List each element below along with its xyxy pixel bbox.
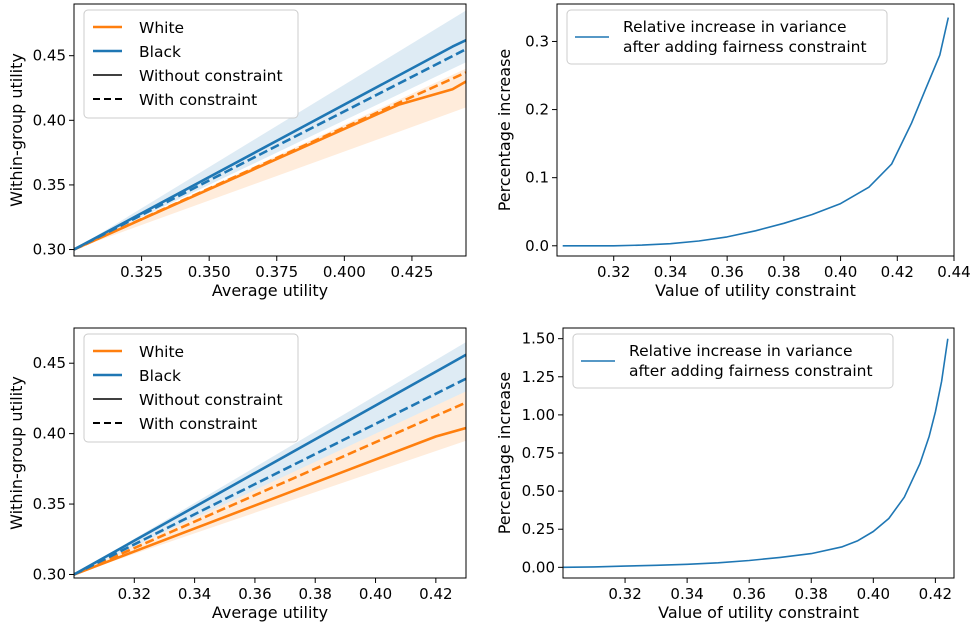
legend-box [83, 9, 299, 119]
axes-frame [556, 3, 955, 257]
x-tick-label: 0.40 [824, 263, 857, 281]
y-tick-label: 0.40 [33, 111, 66, 129]
x-tick-label: 0.36 [710, 263, 743, 281]
legend-label: With constraint [139, 91, 257, 109]
x-tick-label: 0.375 [255, 263, 298, 281]
y-tick-label: 0.2 [525, 101, 549, 119]
series-line-white-without [74, 426, 466, 576]
x-tick-label: 0.38 [767, 263, 800, 281]
panels: 0.325 0.350 0.375 0.400 0.425 0.30 0.35 0.40 0.4… [7, 3, 971, 622]
x-tick-label: 0.42 [919, 585, 952, 603]
plot-area [562, 17, 950, 247]
x-tick-label: 0.400 [323, 263, 366, 281]
x-tick-label: 0.34 [654, 263, 687, 281]
y-axis-label: Percentage increase [495, 49, 514, 212]
y-tick-label: 0.1 [525, 169, 549, 187]
series-line-white-with [74, 71, 466, 251]
x-tick-label: 0.42 [881, 263, 914, 281]
legend-label: White [139, 343, 184, 361]
axes-frame [73, 3, 467, 257]
legend-box [83, 333, 299, 443]
x-tick-label: 0.42 [419, 585, 452, 603]
legend-label: With constraint [139, 415, 257, 433]
series-line-black-without [74, 39, 466, 251]
x-tick-label: 0.32 [118, 585, 151, 603]
legend-label: Black [139, 367, 181, 385]
y-tick-label: 0.25 [522, 520, 555, 538]
y-tick-label: 0.30 [33, 565, 66, 583]
legend-label-line-1: Relative increase in variance [629, 342, 852, 360]
series-line-black-with [74, 48, 466, 251]
y-tick-label: 0.35 [33, 495, 66, 513]
y-tick-label: 1.25 [522, 368, 555, 386]
x-tick-label: 0.425 [390, 263, 433, 281]
x-axis-label: Value of utility constraint [655, 281, 856, 300]
chart-panel-bottom-right: 0.32 0.34 0.36 0.38 0.40 0.42 0.00 0.25 0.50 0.75… [495, 327, 955, 622]
plot-area [563, 338, 949, 569]
chart-panel-bottom-left: 0.32 0.34 0.36 0.38 0.40 0.42 0.30 0.35 0.40 0.45… [7, 327, 467, 622]
x-tick-label: 0.34 [670, 585, 703, 603]
legend-label-line-2: after adding fairness constraint [623, 38, 867, 56]
x-tick-label: 0.38 [795, 585, 828, 603]
legend: White Black Without constraint With constra… [83, 9, 299, 119]
legend-label: Black [139, 43, 181, 61]
x-tick-label: 0.34 [178, 585, 211, 603]
x-axis-label: Average utility [212, 281, 328, 300]
band-black [74, 10, 466, 250]
x-tick-label: 0.350 [188, 263, 231, 281]
plot-area [74, 10, 466, 251]
series-line-black-without [74, 353, 466, 576]
legend-box [572, 333, 894, 389]
legend-label: Without constraint [139, 67, 283, 85]
x-tick-label: 0.44 [937, 263, 970, 281]
y-tick-label: 0.3 [525, 32, 549, 50]
x-tick-label: 0.32 [608, 585, 641, 603]
x-tick-label: 0.40 [857, 585, 890, 603]
x-tick-label: 0.38 [299, 585, 332, 603]
series-line-white-with [74, 401, 466, 576]
x-tick-label: 0.40 [359, 585, 392, 603]
y-tick-label: 0.45 [33, 354, 66, 372]
y-tick-label: 0.35 [33, 176, 66, 194]
x-tick-label: 0.32 [597, 263, 630, 281]
plot-area [74, 342, 466, 576]
y-tick-label: 1.00 [522, 406, 555, 424]
y-tick-label: 0.50 [522, 482, 555, 500]
legend-label-line-1: Relative increase in variance [623, 18, 846, 36]
x-axis-label: Average utility [212, 603, 328, 622]
y-tick-label: 0.30 [33, 241, 66, 259]
y-axis-label: Within-group utility [7, 376, 26, 530]
y-tick-label: 0.00 [522, 558, 555, 576]
x-tick-label: 0.36 [732, 585, 765, 603]
legend-label-line-2: after adding fairness constraint [629, 362, 873, 380]
y-tick-label: 0.75 [522, 444, 555, 462]
axes-frame [73, 327, 467, 579]
x-tick-label: 0.325 [120, 263, 163, 281]
legend-label: White [139, 19, 184, 37]
legend-label: Without constraint [139, 391, 283, 409]
legend: White Black Without constraint With constra… [83, 333, 299, 443]
legend-box [566, 9, 888, 65]
series-line-variance [563, 338, 949, 569]
y-axis-label: Within-group utility [7, 53, 26, 207]
y-tick-label: 0.45 [33, 47, 66, 65]
y-tick-label: 0.40 [33, 425, 66, 443]
band-white [74, 391, 466, 575]
legend: Relative increase in variance after addin… [566, 9, 888, 65]
band-black [74, 342, 466, 575]
chart-panel-top-left: 0.325 0.350 0.375 0.400 0.425 0.30 0.35 0.40 0.4… [7, 3, 467, 300]
chart-panel-top-right: 0.32 0.34 0.36 0.38 0.40 0.42 0.44 0.0 0.1 0.2 0.3… [495, 3, 971, 300]
y-tick-label: 0.0 [525, 237, 549, 255]
legend: Relative increase in variance after addin… [572, 333, 894, 389]
x-tick-label: 0.36 [238, 585, 271, 603]
series-line-variance [562, 17, 950, 247]
series-line-black-with [74, 377, 466, 576]
y-tick-label: 1.50 [522, 330, 555, 348]
y-axis-label: Percentage increase [495, 372, 514, 535]
x-axis-label: Value of utility constraint [658, 603, 859, 622]
